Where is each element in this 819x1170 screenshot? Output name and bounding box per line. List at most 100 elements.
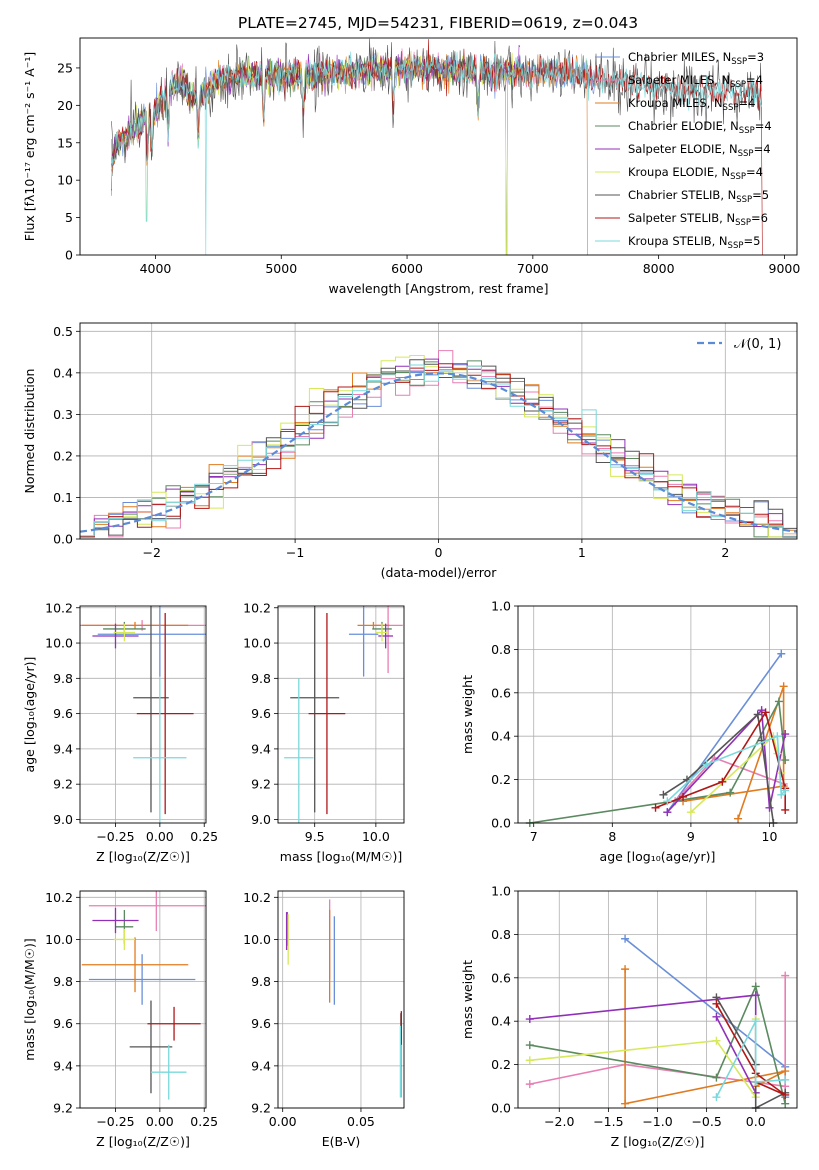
x-tick-label: −2.0 [544, 1114, 574, 1129]
legend-label: Chabrier ELODIE, NSSP=4 [628, 119, 772, 136]
y-tick-label: 0.2 [53, 448, 73, 463]
mass_vs_ebv-xlabel: E(B-V) [322, 1134, 361, 1149]
weight-marker [663, 797, 672, 806]
weight-marker [751, 1077, 760, 1086]
normal-curve [79, 372, 798, 533]
age_vs_Z-xlabel: Z [log₁₀(Z/Z☉)] [96, 849, 190, 864]
errorbar-point [284, 678, 314, 823]
weight-marker [781, 786, 790, 795]
y-tick-label: 0.2 [491, 772, 511, 787]
weight-marker [781, 1099, 790, 1108]
errorbar-point [133, 606, 169, 813]
y-tick-label: 20 [57, 98, 73, 113]
weight-marker [702, 760, 711, 769]
y-tick-label: 9.4 [251, 1058, 271, 1073]
y-tick-label: 9.0 [251, 812, 271, 827]
y-tick-label: 0.0 [491, 816, 511, 831]
y-tick-label: 9.4 [53, 741, 73, 756]
y-tick-label: 9.2 [251, 777, 271, 792]
x-tick-label: 0.05 [347, 1114, 375, 1129]
weight-marker [761, 708, 770, 717]
y-tick-label: 15 [57, 135, 73, 150]
weight-marker [781, 756, 790, 765]
x-tick-label: 0 [435, 545, 443, 560]
x-tick-label: 4000 [140, 261, 172, 276]
x-tick-label: 2 [721, 545, 729, 560]
weight-marker [712, 1012, 721, 1021]
residuals-ylabel: Normed distribution [22, 369, 37, 494]
y-tick-label: 10.0 [243, 932, 271, 947]
y-tick-label: 0.6 [491, 685, 511, 700]
age_vs_Z-axes: −0.25 0.00 0.25 9.0 9.2 9.4 9.6 9.8 10.0 10.2 [45, 600, 218, 844]
y-tick-label: 9.6 [251, 1016, 271, 1031]
x-tick-label: 0.00 [146, 1114, 174, 1129]
weight-line [715, 996, 786, 1108]
errorbar-point [113, 623, 136, 642]
weight-line [690, 734, 783, 813]
y-tick-label: 0.8 [491, 927, 511, 942]
y-tick-label: 9.6 [53, 706, 73, 721]
x-tick-label: −0.5 [691, 1114, 721, 1129]
weight_vs_Z-axes: −2.0 −1.5 −1.0 −0.5 0.0 0.0 0.2 0.4 0.6 0.8 1.0 [491, 884, 797, 1129]
legend-label: 𝒩(0, 1) [734, 337, 781, 352]
y-tick-label: 0.3 [53, 407, 73, 422]
y-tick-label: 9.0 [53, 812, 73, 827]
x-tick-label: 10.0 [362, 829, 390, 844]
y-tick-label: 9.8 [53, 974, 73, 989]
weight-marker [712, 1036, 721, 1045]
spectrum-ylabel: Flux [fλ10⁻¹⁷ erg cm⁻² s⁻¹ A⁻¹] [22, 52, 37, 241]
y-tick-label: 9.8 [251, 974, 271, 989]
errorbar-point [113, 928, 136, 950]
weight-marker [621, 965, 630, 974]
errorbar-point [92, 907, 139, 934]
errorbar-point [147, 1006, 201, 1041]
mass_vs_Z-xlabel: Z [log₁₀(Z/Z☉)] [96, 1134, 190, 1149]
y-tick-label: 1.0 [491, 599, 511, 614]
weight-marker [734, 814, 743, 823]
y-tick-label: 0.0 [491, 1101, 511, 1116]
x-tick-label: 6000 [391, 261, 423, 276]
y-tick-label: 0.0 [53, 532, 73, 547]
y-tick-label: 9.6 [53, 1016, 73, 1031]
weight-marker [686, 808, 695, 817]
y-tick-label: 9.2 [251, 1101, 271, 1116]
spectrum-axes: 4000 5000 6000 7000 8000 9000 0 5 10 15 20 25 [57, 60, 800, 276]
x-tick-label: 9 [687, 829, 695, 844]
y-tick-label: 25 [57, 60, 73, 75]
x-tick-label: −1 [286, 545, 304, 560]
weight-line [624, 938, 787, 1098]
y-tick-label: 9.8 [251, 671, 271, 686]
x-tick-label: 0.00 [146, 829, 174, 844]
legend-label: Salpeter ELODIE, NSSP=4 [628, 142, 771, 159]
y-tick-label: 10.0 [45, 932, 73, 947]
x-tick-label: 0.25 [190, 1114, 218, 1129]
weight_vs_age-ylabel: mass weight [460, 675, 475, 754]
legend-label: Salpeter MILES, NSSP=4 [628, 73, 763, 90]
histogram-series [80, 364, 797, 539]
weight-marker [751, 991, 760, 1000]
y-tick-label: 0.2 [491, 1057, 511, 1072]
errorbar-point [97, 606, 206, 677]
weight_vs_Z-xlabel: Z [log₁₀(Z/Z☉)] [611, 1134, 705, 1149]
weight-marker [773, 732, 782, 741]
errorbar-point [81, 621, 189, 629]
weight-marker [781, 730, 790, 739]
y-tick-label: 0.8 [491, 642, 511, 657]
weight-marker [712, 999, 721, 1008]
x-tick-label: −1.0 [642, 1114, 672, 1129]
x-tick-label: −2 [142, 545, 160, 560]
weight-line [662, 712, 775, 823]
y-tick-label: 10.2 [45, 890, 73, 905]
histogram-series [80, 363, 797, 539]
errorbar-point [129, 1000, 173, 1094]
weight-line [529, 698, 786, 823]
weight-marker [781, 805, 790, 814]
weight_vs_age-frame [517, 605, 798, 824]
weight_vs_Z-frame [517, 890, 798, 1109]
y-tick-label: 0.4 [491, 729, 511, 744]
y-tick-label: 10.2 [45, 600, 73, 615]
spectrum-frame [79, 37, 798, 256]
y-tick-label: 0.5 [53, 324, 73, 339]
y-tick-label: 10.2 [243, 890, 271, 905]
x-tick-label: 0.00 [269, 1114, 297, 1129]
